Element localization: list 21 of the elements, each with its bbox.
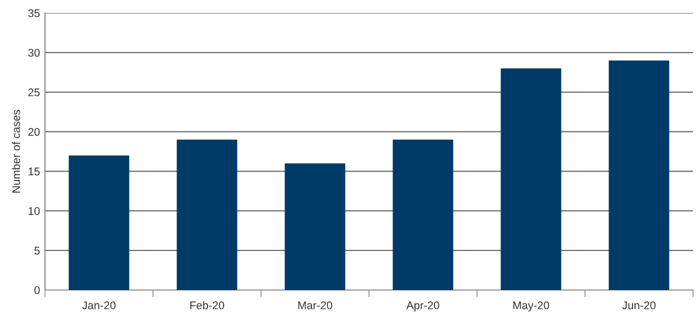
x-tick-label: Feb-20	[190, 301, 224, 310]
bar	[392, 140, 454, 290]
y-tick-label: 5	[34, 246, 40, 255]
x-tick-label: Jun-20	[622, 301, 656, 310]
y-tick-label: 30	[28, 48, 40, 57]
x-tick-label: Mar-20	[298, 301, 332, 310]
y-tick-label: 15	[28, 168, 40, 176]
y-tick-label: 25	[28, 88, 40, 96]
y-tick-label: 20	[28, 128, 40, 136]
y-tick-label: 35	[28, 9, 40, 18]
y-tick-label: 0	[34, 286, 40, 294]
x-tick-label: Apr-20	[406, 301, 440, 312]
bar	[176, 140, 238, 290]
bar	[284, 163, 346, 290]
bar	[500, 68, 562, 290]
bar	[608, 60, 670, 290]
x-tick-label: May-20	[513, 301, 550, 312]
y-axis-title: Number of cases	[12, 110, 20, 193]
bar	[68, 155, 130, 290]
x-tick-label: Jan-20	[82, 301, 116, 310]
y-tick-label: 10	[28, 207, 40, 215]
